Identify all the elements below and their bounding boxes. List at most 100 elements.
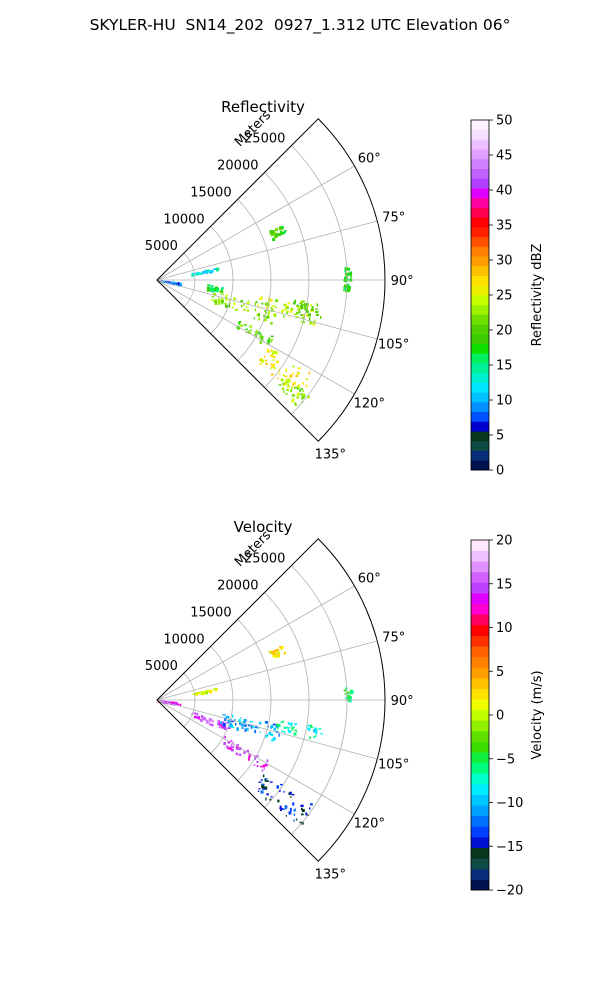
echo-gate (304, 303, 307, 307)
colorbar-swatch (471, 431, 489, 442)
echo-gate (224, 718, 227, 721)
echo-gate (283, 390, 285, 394)
colorbar-swatch (471, 540, 489, 552)
echo-gate (204, 691, 206, 695)
echo-gate (164, 280, 168, 283)
echo-gate (208, 284, 211, 287)
echo-gate (292, 383, 295, 387)
echo-gate (309, 736, 311, 739)
echo-gate (209, 690, 213, 694)
echo-gate (254, 303, 256, 306)
echo-gate (273, 727, 276, 731)
echo-gate (271, 351, 275, 355)
colorbar-swatch (471, 343, 489, 354)
echo-gate (302, 304, 305, 306)
echo-gate (217, 719, 220, 724)
echo-gate (245, 328, 248, 330)
colorbar-swatch (471, 333, 489, 345)
echo-gate (266, 348, 269, 352)
echo-gate (343, 288, 345, 292)
echo-gate (246, 309, 250, 312)
echo-gate (348, 695, 351, 697)
echo-gate (302, 394, 306, 397)
echo-gate (214, 301, 218, 305)
echo-gate (230, 720, 234, 723)
echo-gate (238, 321, 242, 323)
echo-gate (263, 318, 267, 322)
echo-region (220, 714, 280, 742)
echo-gate (280, 721, 283, 723)
echo-gate (225, 745, 230, 749)
echo-gate (206, 286, 209, 289)
echo-gate (301, 813, 304, 816)
echo-gate (349, 699, 352, 703)
colorbar-tick-label: 5 (496, 665, 504, 680)
echo-gate (222, 723, 226, 727)
echo-gate (230, 744, 233, 746)
echo-gate (285, 379, 287, 382)
echo-gate (320, 316, 322, 319)
echo-gate (223, 727, 227, 730)
echo-gate (255, 301, 258, 304)
echo-gate (279, 805, 282, 809)
echo-gate (271, 373, 274, 376)
echo-gate (350, 691, 354, 694)
echo-gate (343, 689, 347, 692)
echo-gate (315, 303, 318, 305)
echo-gate (229, 724, 233, 728)
echo-gate (287, 383, 290, 387)
echo-gate (320, 733, 323, 735)
echo-gate (297, 312, 299, 314)
colorbar-swatch (471, 168, 489, 179)
echo-gate (293, 387, 297, 389)
echo-gate (311, 306, 314, 309)
echo-gate (233, 298, 236, 301)
echo-gate (265, 362, 268, 365)
echo-gate (213, 268, 217, 271)
echo-gate (209, 287, 213, 291)
echo-gate (216, 687, 218, 691)
echo-gate (264, 735, 268, 738)
colorbar-swatch (471, 421, 489, 432)
echo-gate (313, 322, 316, 325)
echo-gate (235, 746, 240, 749)
echo-gate (232, 741, 234, 745)
echo-gate (290, 807, 292, 812)
echo-gate (274, 299, 279, 302)
colorbar-tick-label: 0 (496, 709, 504, 724)
echo-gate (247, 758, 250, 761)
echo-gate (264, 302, 268, 306)
echo-gate (347, 267, 350, 270)
echo-gate (273, 352, 276, 354)
echo-gate (269, 231, 272, 234)
echo-gate (220, 298, 224, 300)
colorbar-swatch (471, 401, 489, 413)
colorbar-tick-label: 0 (496, 464, 504, 479)
echo-gate (275, 227, 278, 232)
echo-gate (210, 719, 213, 722)
echo-gate (279, 226, 283, 230)
echo-gate (305, 384, 308, 387)
echo-gate (247, 724, 251, 727)
echo-gate (289, 722, 293, 725)
echo-gate (269, 230, 273, 232)
colorbar-swatch (471, 699, 489, 711)
colorbar-tick-label: 15 (496, 577, 513, 592)
echo-gate (287, 381, 291, 383)
echo-gate (206, 721, 209, 724)
echo-gate (295, 374, 299, 377)
echo-gate (259, 358, 262, 362)
colorbar-swatch (471, 773, 489, 785)
echo-gate (267, 339, 271, 342)
echo-gate (259, 341, 262, 344)
colorbar-swatch (471, 752, 489, 764)
echo-gate (194, 713, 197, 715)
echo-gate (270, 363, 274, 366)
echo-gate (307, 395, 310, 399)
echo-gate (269, 798, 272, 801)
echo-gate (208, 718, 212, 720)
azimuth-line (156, 220, 378, 281)
echo-gate (270, 354, 274, 357)
echo-gate (284, 230, 286, 234)
colorbar-swatch (471, 324, 489, 335)
